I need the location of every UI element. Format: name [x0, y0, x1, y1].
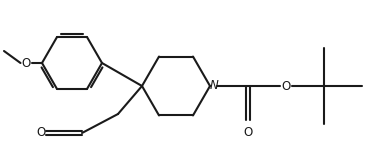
Text: O: O — [21, 57, 30, 70]
Text: O: O — [36, 127, 45, 140]
Text: N: N — [210, 79, 219, 92]
Text: O: O — [281, 79, 291, 92]
Text: O: O — [244, 125, 252, 139]
